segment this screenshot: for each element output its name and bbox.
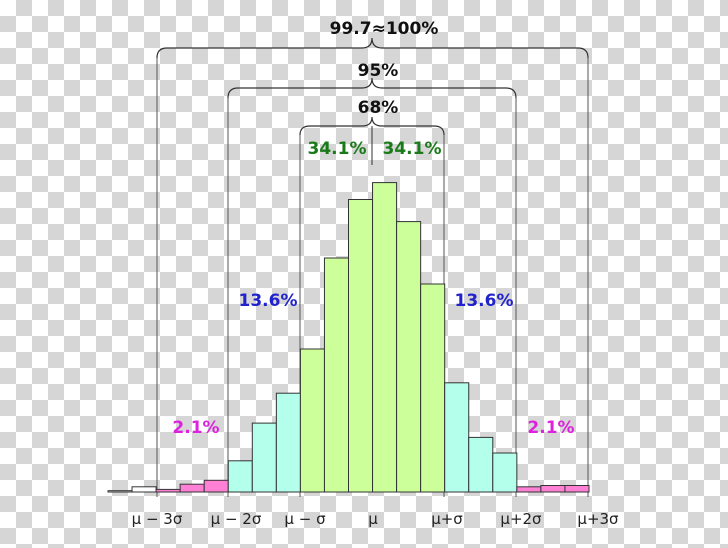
histogram-bar-18 bbox=[516, 486, 542, 493]
histogram-bar-7 bbox=[251, 422, 277, 493]
middle-right-percent: 13.6% bbox=[455, 291, 514, 311]
histogram-bar-9 bbox=[299, 348, 325, 493]
histogram-bar-20 bbox=[564, 485, 590, 493]
middle-left-percent: 13.6% bbox=[239, 291, 298, 311]
histogram-bar-2 bbox=[131, 486, 157, 493]
tick-label-minus-2-sigma: μ − 2σ bbox=[211, 510, 262, 528]
histogram-bar-17 bbox=[492, 452, 518, 493]
x-tick-labels: μ − 3σ μ − 2σ μ − σ μ μ+σ μ+2σ μ+3σ bbox=[132, 510, 619, 528]
tick-label-mu: μ bbox=[368, 510, 378, 528]
histogram-bar-10 bbox=[323, 257, 350, 493]
histogram-bar-12 bbox=[372, 182, 398, 493]
histogram-bar-5 bbox=[203, 479, 229, 493]
inner-brace bbox=[299, 116, 445, 136]
tick-label-plus-3-sigma: μ+3σ bbox=[577, 510, 619, 528]
tick-label-minus-3-sigma: μ − 3σ bbox=[132, 510, 183, 528]
mid-brace-label: 95% bbox=[358, 61, 399, 81]
tick-label-minus-1-sigma: μ − σ bbox=[284, 510, 326, 528]
mid-brace bbox=[227, 77, 517, 99]
histogram-bar-8 bbox=[275, 392, 301, 493]
histogram-bar-13 bbox=[396, 221, 422, 493]
histogram-bar-19 bbox=[540, 485, 566, 493]
inner-brace-label: 68% bbox=[358, 98, 399, 118]
outer-right-percent: 2.1% bbox=[527, 418, 574, 438]
braces bbox=[156, 37, 589, 136]
sigma-guide-lines bbox=[156, 58, 589, 497]
outer-brace bbox=[156, 37, 589, 59]
tick-label-plus-2-sigma: μ+2σ bbox=[500, 510, 542, 528]
outer-left-percent: 2.1% bbox=[172, 418, 219, 438]
histogram-bar-16 bbox=[468, 436, 494, 493]
center-left-percent: 34.1% bbox=[308, 139, 367, 159]
tick-label-plus-1-sigma: μ+σ bbox=[431, 510, 463, 528]
histogram-bar-15 bbox=[444, 382, 470, 493]
histogram-bar-14 bbox=[420, 283, 446, 493]
histogram-bar-6 bbox=[227, 460, 253, 493]
center-right-percent: 34.1% bbox=[383, 139, 442, 159]
histogram-bar-4 bbox=[179, 483, 205, 493]
histogram-bars bbox=[107, 182, 590, 493]
outer-brace-label: 99.7≈100% bbox=[330, 19, 439, 39]
histogram-bar-11 bbox=[348, 199, 374, 493]
